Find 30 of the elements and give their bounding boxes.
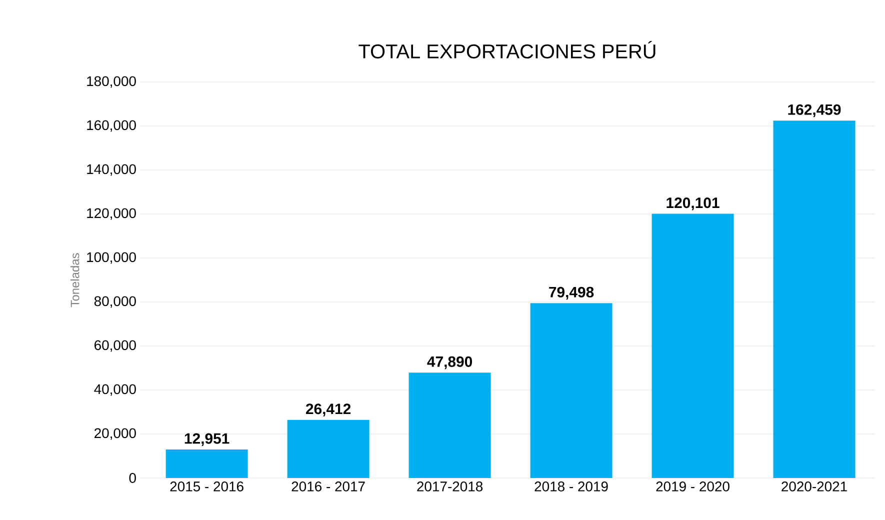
y-axis-title: Toneladas: [70, 253, 80, 307]
y-tick-label: 180,000: [87, 76, 136, 88]
y-tick-label: 100,000: [87, 252, 136, 264]
bar: [530, 303, 612, 478]
data-label: 26,412: [306, 404, 351, 416]
data-label: 162,459: [788, 104, 841, 118]
y-tick-label: 140,000: [87, 164, 136, 176]
y-tick-label: 0: [129, 473, 136, 483]
x-tick-label: 2016 - 2017: [292, 482, 365, 492]
y-tick-label: 80,000: [94, 296, 136, 308]
y-tick-label: 20,000: [94, 428, 136, 440]
chart-title: TOTAL EXPORTACIONES PERÚ: [358, 41, 656, 58]
bar: [166, 450, 248, 478]
x-tick-label: 2019 - 2020: [656, 482, 730, 492]
bar: [652, 214, 734, 478]
x-tick-label: 2015 - 2016: [170, 482, 244, 492]
y-tick-label: 60,000: [94, 340, 136, 352]
x-tick-label: 2018 - 2019: [534, 482, 608, 492]
y-tick-label: 160,000: [87, 120, 136, 132]
data-label: 12,951: [184, 433, 230, 446]
bar: [287, 420, 370, 478]
data-label: 120,101: [666, 198, 720, 210]
bar: [773, 120, 856, 478]
data-label: 47,890: [427, 356, 472, 370]
data-label: 79,498: [549, 286, 594, 300]
y-tick-label: 120,000: [87, 208, 136, 220]
bar: [408, 372, 491, 478]
x-tick-label: 2017-2018: [417, 482, 483, 492]
x-tick-label: 2020-2021: [782, 482, 847, 492]
y-tick-label: 40,000: [94, 384, 136, 396]
